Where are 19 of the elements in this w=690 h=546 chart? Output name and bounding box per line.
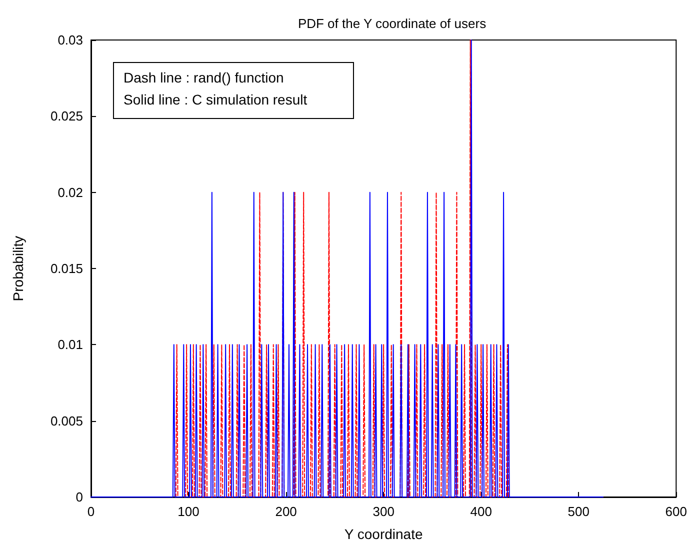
y-tick-label: 0.005 (50, 413, 83, 428)
y-tick-label: 0.02 (58, 184, 83, 200)
y-tick-label: 0.025 (50, 108, 83, 124)
x-tick-label: 100 (178, 504, 200, 519)
x-tick-label: 600 (665, 504, 688, 519)
y-tick-label: 0.03 (58, 32, 83, 48)
x-tick-label: 400 (470, 504, 492, 519)
y-tick-label: 0.01 (58, 337, 83, 352)
x-tick-label: 0 (87, 504, 95, 519)
x-tick-label: 300 (372, 504, 394, 519)
y-axis-title: Probability (10, 236, 26, 302)
annotation: Dash line : rand() function (124, 70, 284, 86)
y-tick-label: 0.015 (50, 261, 83, 276)
annotation: Solid line : C simulation result (124, 92, 308, 108)
y-tick-label: 0 (76, 490, 83, 504)
x-tick-label: 500 (568, 504, 590, 519)
x-axis-title: Y coordinate (344, 526, 423, 542)
x-tick-label: 200 (275, 504, 297, 519)
chart-title: PDF of the Y coordinate of users (298, 16, 487, 31)
